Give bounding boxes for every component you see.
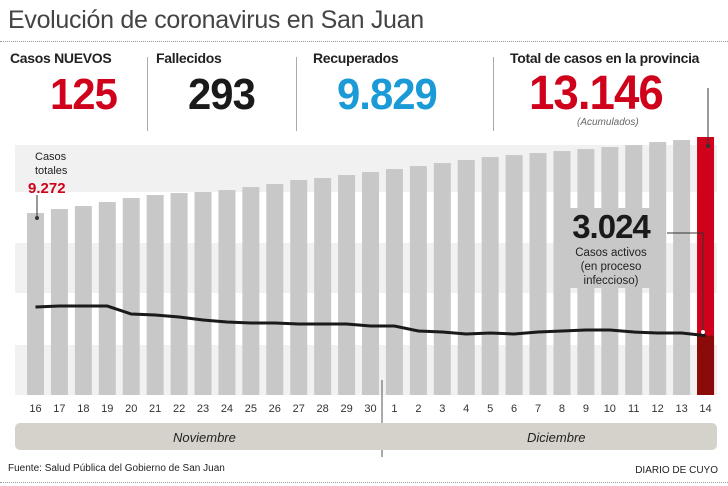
x-tick-label: 27: [293, 403, 305, 415]
x-tick-label: 25: [245, 403, 257, 415]
month-label-december: Diciembre: [527, 430, 586, 445]
bar: [50, 209, 68, 395]
active-bar-segment: [697, 335, 715, 395]
bar: [338, 175, 356, 395]
first-leader-dot: [35, 216, 39, 220]
bar: [481, 157, 499, 395]
active-leader-dot: [701, 330, 705, 334]
x-tick-label: 23: [197, 403, 209, 415]
x-tick-label: 6: [511, 403, 517, 415]
bar: [314, 178, 332, 395]
bar: [457, 160, 475, 395]
bar: [27, 213, 44, 395]
x-tick-label: 19: [101, 403, 113, 415]
brand-logo: DIARIO DE CUYO: [635, 465, 718, 476]
x-tick-label: 30: [364, 403, 376, 415]
page-title: Evolución de coronavirus en San Juan: [8, 6, 424, 34]
stat-total-note: (Acumulados): [577, 117, 639, 128]
x-tick-label: 21: [149, 403, 161, 415]
x-tick-label: 13: [675, 403, 687, 415]
x-tick-label: 8: [559, 403, 565, 415]
bar: [385, 169, 403, 395]
separator: [493, 57, 494, 131]
bar: [505, 155, 523, 395]
active-annotation: 3.024 Casos activos (en proceso infeccio…: [560, 208, 662, 288]
x-tick-label: 29: [340, 403, 352, 415]
x-tick-label: 16: [29, 403, 41, 415]
stat-total-label: Total de casos en la provincia: [510, 50, 700, 66]
stat-recovered-value: 9.829: [337, 70, 438, 119]
x-tick-label: 9: [583, 403, 589, 415]
x-tick-label: 5: [487, 403, 493, 415]
stat-new-value: 125: [50, 70, 118, 119]
bar: [242, 187, 260, 395]
x-tick-label: 4: [463, 403, 469, 415]
stat-recovered-label: Recuperados: [313, 50, 399, 66]
total-leader-dot: [706, 144, 710, 148]
stat-deaths-value: 293: [188, 70, 256, 119]
x-tick-label: 12: [652, 403, 664, 415]
active-label-line: (en proceso: [580, 261, 642, 273]
month-band: [15, 423, 717, 450]
active-label-line: Casos activos: [575, 247, 647, 259]
bar: [529, 153, 547, 395]
bar: [98, 202, 116, 395]
active-leader-line: [667, 232, 704, 332]
bar: [433, 163, 451, 395]
x-tick-label: 10: [604, 403, 616, 415]
x-tick-label: 28: [317, 403, 329, 415]
x-tick-label: 7: [535, 403, 541, 415]
stat-new-label: Casos NUEVOS: [10, 50, 112, 66]
bar: [362, 172, 380, 395]
x-tick-label: 26: [269, 403, 281, 415]
bar: [170, 193, 188, 395]
first-label-line: totales: [35, 165, 68, 177]
divider: [0, 41, 728, 42]
first-label-line: Casos: [35, 151, 67, 163]
active-value: 3.024: [572, 208, 651, 245]
source-note: Fuente: Salud Pública del Gobierno de Sa…: [8, 463, 225, 474]
bar: [290, 180, 308, 395]
active-cases-line: [35, 304, 706, 338]
bar: [673, 140, 691, 395]
bar: [146, 195, 164, 395]
x-tick-label: 3: [439, 403, 445, 415]
bar: [266, 184, 284, 395]
stat-total-value: 13.146: [529, 67, 664, 120]
bar: [697, 137, 715, 395]
first-value: 9.272: [28, 180, 66, 197]
x-tick-label: 18: [77, 403, 89, 415]
bar: [194, 192, 212, 395]
x-tick-label: 22: [173, 403, 185, 415]
x-tick-label: 1: [391, 403, 397, 415]
stat-deaths-label: Fallecidos: [156, 50, 222, 66]
month-label-november: Noviembre: [173, 430, 236, 445]
separator: [296, 57, 297, 131]
x-tick-label: 20: [125, 403, 137, 415]
x-tick-label: 11: [628, 403, 639, 415]
x-tick-label: 24: [221, 403, 233, 415]
divider: [0, 482, 728, 483]
bar: [409, 166, 427, 395]
first-label: Casos totales: [35, 150, 67, 178]
active-label-line: infeccioso): [583, 275, 639, 287]
x-tick-label: 2: [415, 403, 421, 415]
bar: [74, 206, 92, 395]
bar: [122, 198, 140, 395]
x-tick-label: 14: [699, 403, 711, 415]
separator: [147, 57, 148, 131]
bar: [218, 190, 236, 395]
x-tick-label: 17: [53, 403, 65, 415]
